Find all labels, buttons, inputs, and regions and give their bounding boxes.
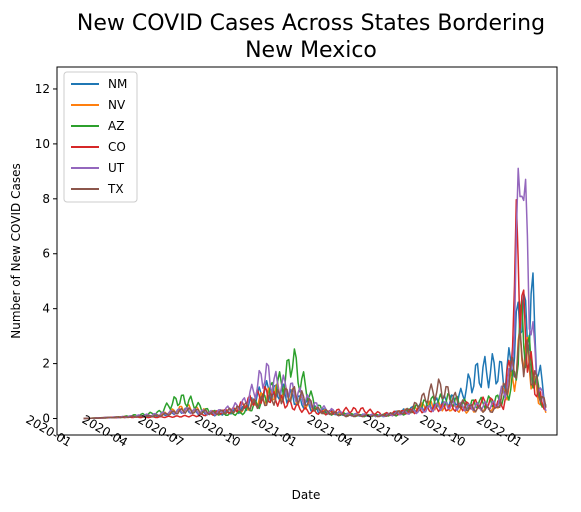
y-axis-label: Number of New COVID Cases <box>9 163 23 338</box>
x-tick-label: 2021-01 <box>249 412 299 449</box>
chart-title-line-2: New Mexico <box>245 38 377 63</box>
legend-box <box>63 71 138 203</box>
y-tick-label: 6 <box>42 247 50 261</box>
y-tick-label: 2 <box>42 357 50 371</box>
y-tick-label: 8 <box>42 192 50 206</box>
axes-frame <box>56 66 558 436</box>
x-tick-label: 2021-07 <box>361 412 411 449</box>
y-tick-label: 10 <box>35 137 50 151</box>
series-line-co <box>83 198 547 420</box>
y-axis: 0 2 4 6 8 10 12 <box>35 82 57 426</box>
legend-label-nv: NV <box>108 98 126 112</box>
chart-title-line-1: New COVID Cases Across States Bordering <box>77 11 545 36</box>
series-line-tx <box>83 328 547 420</box>
legend-label-ut: UT <box>108 161 125 175</box>
legend-label-nm: NM <box>108 77 127 91</box>
x-tick-label: 2020-07 <box>136 412 186 449</box>
y-tick-label: 0 <box>42 412 50 426</box>
series-lines <box>83 167 547 420</box>
x-tick-label: 2021-10 <box>417 412 467 449</box>
x-tick-label: 2021-04 <box>305 412 355 449</box>
series-line-ut <box>83 167 547 420</box>
y-tick-label: 12 <box>35 82 50 96</box>
series-line-nm <box>83 272 547 420</box>
legend-label-az: AZ <box>108 119 124 133</box>
plot-area <box>56 66 558 436</box>
legend-label-co: CO <box>108 140 126 154</box>
y-tick-label: 4 <box>42 302 50 316</box>
legend-label-tx: TX <box>107 182 124 196</box>
x-tick-label: 2022-01 <box>474 412 524 449</box>
x-tick-label: 2020-10 <box>192 412 242 449</box>
legend: NM NV AZ CO UT TX <box>63 71 138 203</box>
x-axis-label: Date <box>292 488 321 502</box>
